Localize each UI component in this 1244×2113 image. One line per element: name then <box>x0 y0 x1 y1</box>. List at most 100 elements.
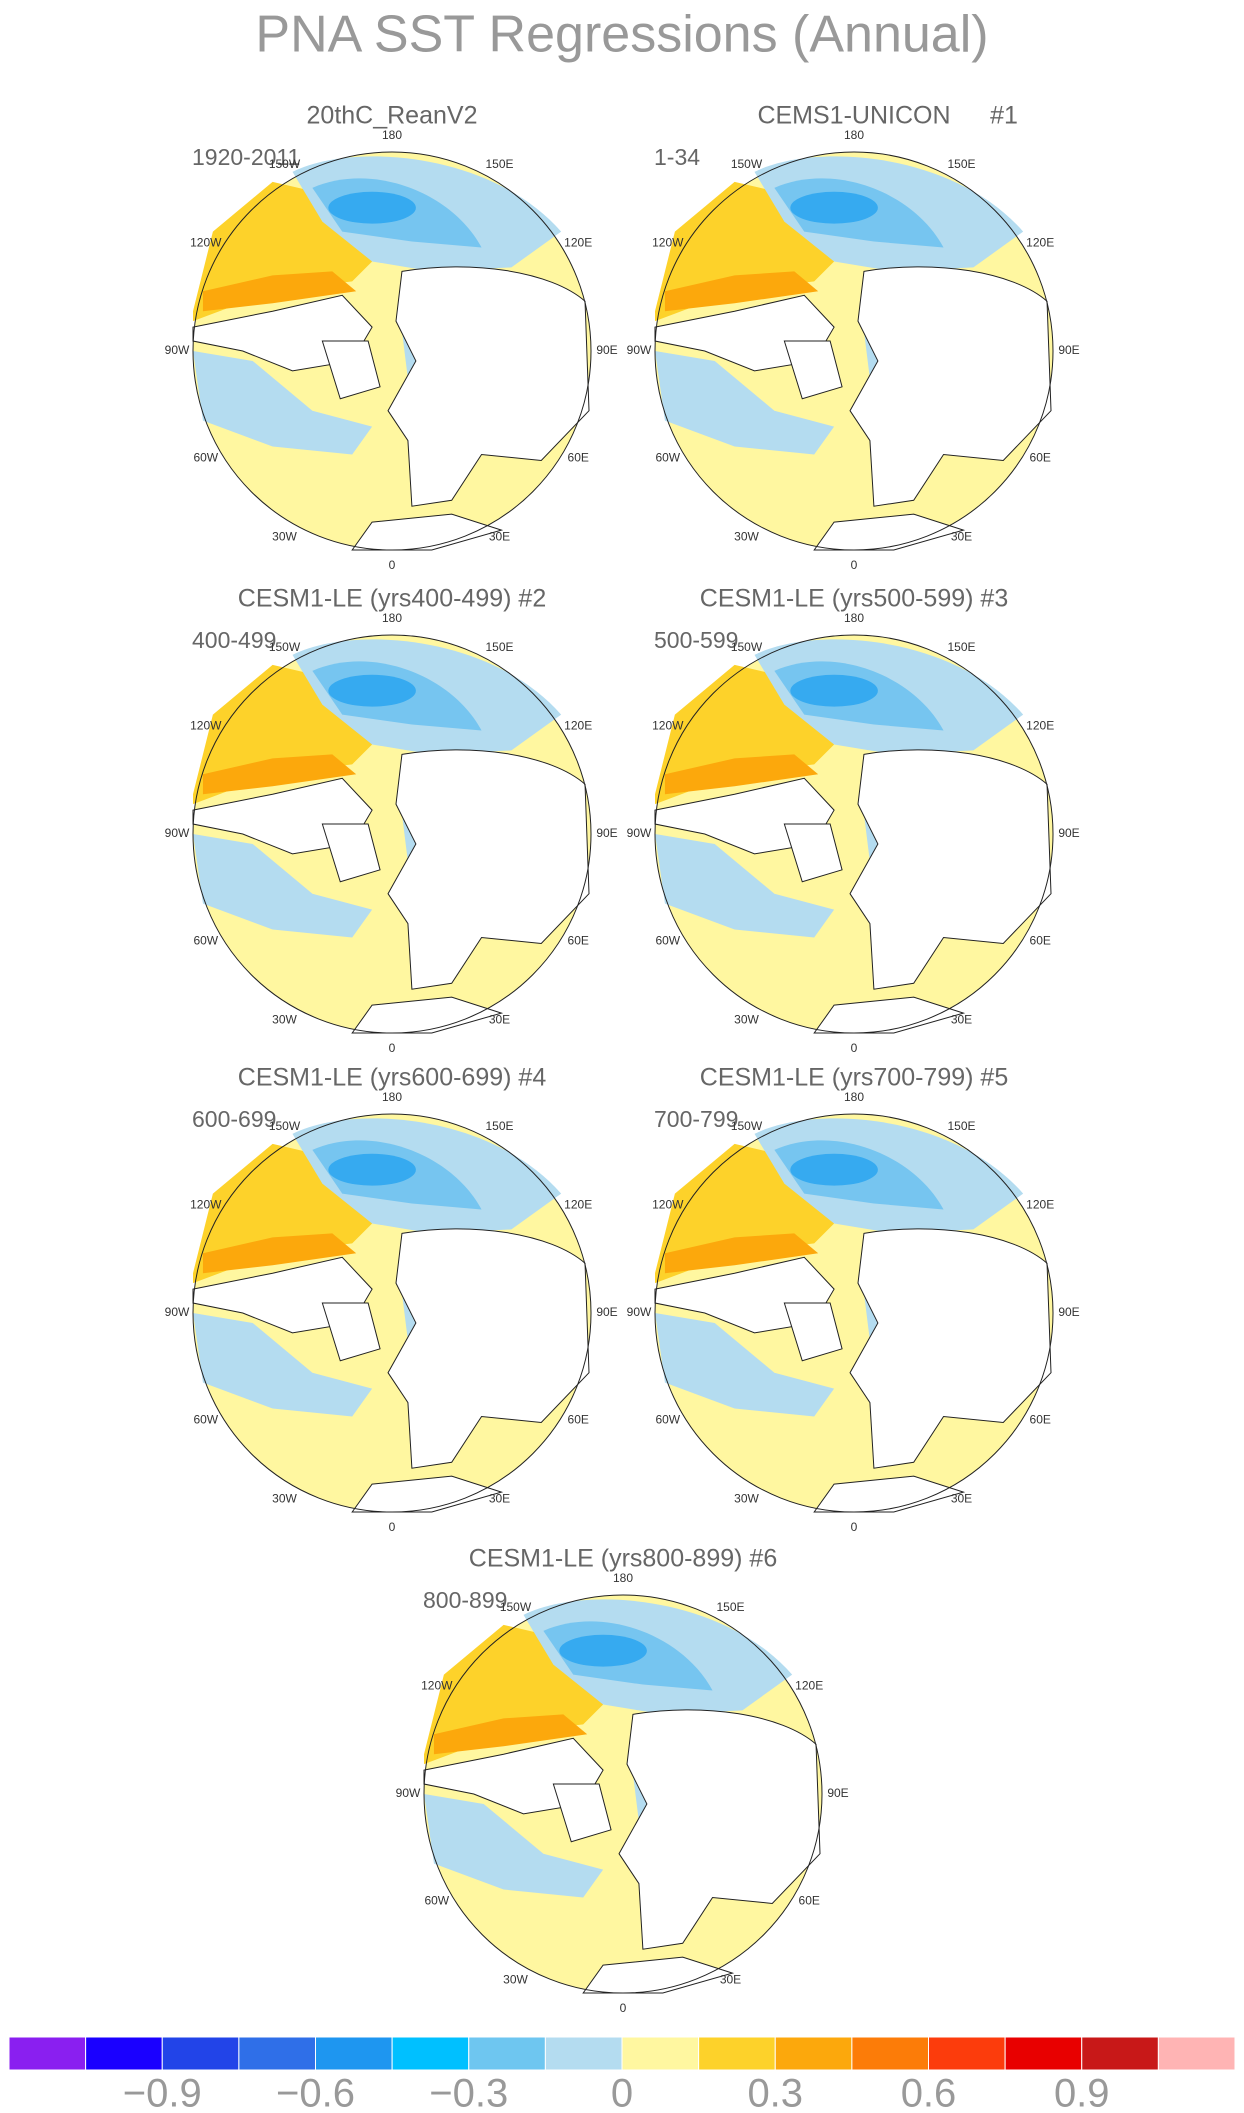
map-field <box>193 152 591 550</box>
longitude-label: 150E <box>485 640 513 654</box>
longitude-label: 180 <box>382 1090 402 1104</box>
map-panel: 20thC_ReanV2 1920-2011 180 150E 120E 90E 60E 30… <box>165 102 618 573</box>
longitude-label: 120E <box>1026 1198 1054 1212</box>
longitude-label: 120E <box>1026 236 1054 250</box>
longitude-label: 120E <box>795 1679 823 1693</box>
longitude-label: 90E <box>596 1305 617 1319</box>
longitude-label: 30E <box>951 1012 972 1026</box>
map-field <box>193 1114 591 1512</box>
panel-tag: #1 <box>990 102 1018 130</box>
longitude-label: 180 <box>844 611 864 625</box>
longitude-label: 60W <box>193 451 218 465</box>
longitude-label: 120E <box>564 1198 592 1212</box>
longitude-label: 60W <box>193 1413 218 1427</box>
map-field <box>655 152 1053 550</box>
longitude-label: 180 <box>382 611 402 625</box>
colorbar-box <box>621 2036 700 2071</box>
colorbar-box <box>238 2036 316 2071</box>
longitude-label: 60W <box>193 934 218 948</box>
figure-title: PNA SST Regressions (Annual) <box>255 6 988 64</box>
longitude-label: 150W <box>269 157 301 171</box>
longitude-label: 0 <box>389 558 396 572</box>
longitude-label: 150E <box>716 1600 744 1614</box>
colorbar-box <box>698 2036 776 2071</box>
longitude-label: 90W <box>627 343 652 357</box>
longitude-label: 30W <box>503 1972 528 1986</box>
colorbar-box <box>315 2036 393 2071</box>
longitude-label: 0 <box>620 2001 627 2015</box>
longitude-label: 60W <box>655 451 680 465</box>
longitude-label: 30W <box>734 529 759 543</box>
longitude-label: 90W <box>627 1305 652 1319</box>
map-panel: CESM1-LE (yrs500-599) #3 500-599 180 150E 12… <box>627 585 1080 1056</box>
map-field <box>424 1595 822 1993</box>
colorbar-label: −0.6 <box>276 2072 355 2113</box>
map-field <box>655 635 1053 1033</box>
longitude-label: 90E <box>1058 343 1079 357</box>
colorbar-box <box>928 2036 1006 2071</box>
colorbar-label: 0.9 <box>1054 2072 1110 2113</box>
longitude-label: 30W <box>734 1012 759 1026</box>
longitude-label: 180 <box>382 128 402 142</box>
map-field <box>655 1114 1053 1512</box>
longitude-label: 30E <box>951 1491 972 1505</box>
longitude-label: 120E <box>564 236 592 250</box>
map-panel: CESM1-LE (yrs800-899) #6 800-899 180 150E 12… <box>396 1545 849 2016</box>
panel-period: 400-499 <box>192 627 276 653</box>
longitude-label: 30E <box>720 1972 741 1986</box>
longitude-label: 90E <box>596 343 617 357</box>
panel-title: 20thC_ReanV2 <box>307 102 478 130</box>
longitude-label: 120W <box>652 236 684 250</box>
panel-title: CESM1-LE (yrs700-799) #5 <box>700 1064 1008 1092</box>
longitude-label: 60W <box>655 1413 680 1427</box>
panel-title: CESM1-LE (yrs500-599) #3 <box>700 585 1008 613</box>
longitude-label: 60E <box>1030 451 1051 465</box>
longitude-label: 90E <box>1058 826 1079 840</box>
longitude-label: 30W <box>734 1491 759 1505</box>
longitude-label: 60E <box>568 451 589 465</box>
panel-title: CESM1-LE (yrs400-499) #2 <box>238 585 546 613</box>
longitude-label: 180 <box>613 1571 633 1585</box>
panel-period: 500-599 <box>654 627 738 653</box>
colorbar-label: 0 <box>611 2072 633 2113</box>
longitude-label: 60W <box>655 934 680 948</box>
longitude-label: 150W <box>269 640 301 654</box>
longitude-label: 150W <box>269 1119 301 1133</box>
panel-title: CESM1-LE (yrs600-699) #4 <box>238 1064 547 1092</box>
longitude-label: 60E <box>1030 934 1051 948</box>
longitude-label: 30W <box>272 529 297 543</box>
longitude-label: 90E <box>596 826 617 840</box>
longitude-label: 150E <box>947 157 975 171</box>
longitude-label: 60E <box>799 1894 820 1908</box>
colorbar-label: 0.6 <box>901 2072 957 2113</box>
colorbar-box <box>85 2036 163 2071</box>
longitude-label: 120W <box>190 236 222 250</box>
panel-period: 800-899 <box>423 1587 507 1613</box>
colorbar-label: 0.3 <box>747 2072 803 2113</box>
longitude-label: 150E <box>947 640 975 654</box>
longitude-label: 30E <box>489 1012 510 1026</box>
longitude-label: 120W <box>652 719 684 733</box>
longitude-label: 150W <box>500 1600 532 1614</box>
longitude-label: 180 <box>844 128 864 142</box>
longitude-label: 120W <box>190 1198 222 1212</box>
longitude-label: 150E <box>947 1119 975 1133</box>
longitude-label: 120W <box>652 1198 684 1212</box>
longitude-label: 60E <box>568 1413 589 1427</box>
colorbar-box <box>391 2036 470 2071</box>
longitude-label: 60E <box>568 934 589 948</box>
colorbar-box <box>161 2036 240 2071</box>
map-panel: CESM1-LE (yrs700-799) #5 700-799 180 150E 12… <box>627 1064 1080 1535</box>
longitude-label: 120E <box>564 719 592 733</box>
longitude-label: 60W <box>424 1894 449 1908</box>
colorbar-box <box>8 2036 87 2071</box>
longitude-label: 150E <box>485 1119 513 1133</box>
colorbar-box <box>1004 2036 1083 2071</box>
map-panel: CEMS1-UNICON #1 1-34 180 150E 120E 90E 60E 30E 0 3… <box>627 102 1080 573</box>
longitude-label: 30E <box>489 529 510 543</box>
longitude-label: 150W <box>731 640 763 654</box>
longitude-label: 120W <box>421 1679 453 1693</box>
colorbar-box <box>544 2036 623 2071</box>
longitude-label: 0 <box>851 1041 858 1055</box>
